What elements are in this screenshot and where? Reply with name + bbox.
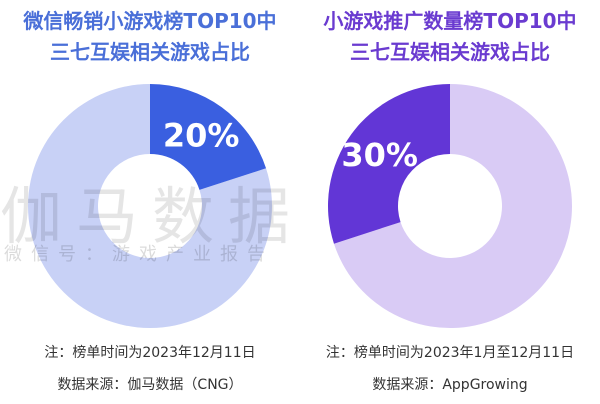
donut-chart-left: 20% <box>27 84 272 328</box>
watermark-subtext: 微信号：游戏产业报告 <box>4 244 274 265</box>
chart-title-right-line-2: 三七互娱相关游戏占比 <box>350 40 550 64</box>
chart-title-left-line-2: 三七互娱相关游戏占比 <box>50 40 250 64</box>
chart-title-left-line-1: 微信畅销小游戏榜TOP10中 <box>23 9 277 33</box>
donut-value-label: 20% <box>163 117 240 155</box>
chart-panel-right: 小游戏推广数量榜TOP10中 三七互娱相关游戏占比 30% 注：榜单时间为202… <box>300 0 600 404</box>
chart-title-right: 小游戏推广数量榜TOP10中 三七互娱相关游戏占比 <box>300 6 600 68</box>
donut-chart-right: 30% <box>328 84 572 328</box>
chart-title-left: 微信畅销小游戏榜TOP10中 三七互娱相关游戏占比 <box>0 6 300 68</box>
watermark-text: 伽马数据 <box>0 180 305 253</box>
date-note-left: 注：榜单时间为2023年12月11日 <box>44 345 256 361</box>
donut-slice-rest <box>333 84 572 328</box>
source-note-right: 数据来源：AppGrowing <box>372 377 528 393</box>
donut-value-label: 30% <box>341 136 418 174</box>
source-note-left: 数据来源：伽马数据（CNG） <box>57 377 243 393</box>
donut-slice-rest <box>27 84 272 328</box>
chart-title-right-line-1: 小游戏推广数量榜TOP10中 <box>323 9 577 33</box>
donut-slice-highlight <box>328 84 450 244</box>
date-note-right: 注：榜单时间为2023年1月至12月11日 <box>325 345 575 361</box>
chart-panel-left: 微信畅销小游戏榜TOP10中 三七互娱相关游戏占比 20% 注：榜单时间为202… <box>0 6 300 393</box>
donut-slice-highlight <box>150 84 267 190</box>
